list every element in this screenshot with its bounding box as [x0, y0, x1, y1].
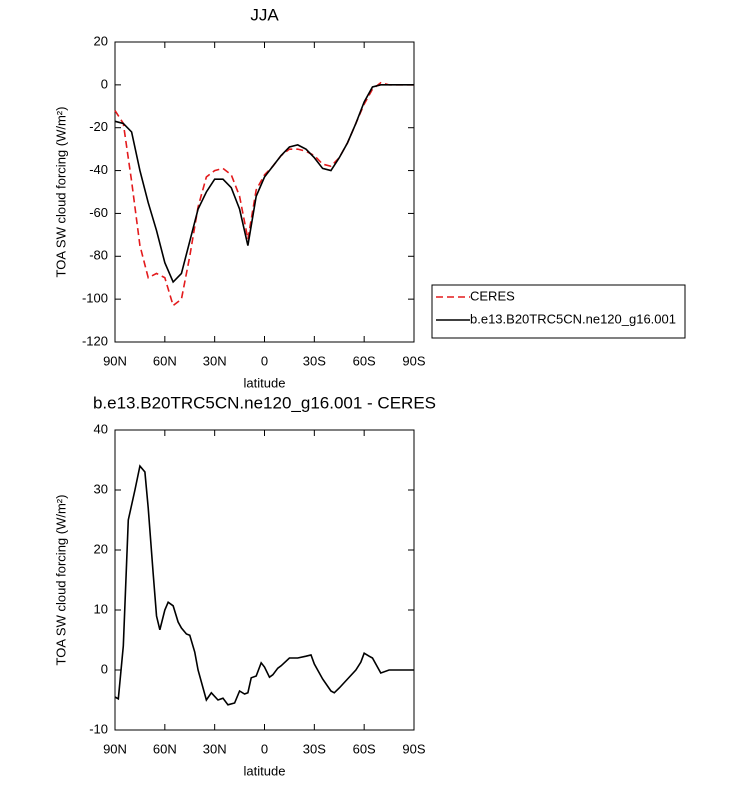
y-tick-label: -40	[89, 162, 108, 177]
y-tick-label: -20	[89, 119, 108, 134]
y-axis-label: TOA SW cloud forcing (W/m²)	[53, 107, 68, 278]
data-line	[114, 81, 414, 307]
y-tick-label: -120	[82, 333, 108, 348]
legend-label: CERES	[470, 288, 515, 303]
y-tick-label: -60	[89, 205, 108, 220]
chart-title: JJA	[250, 5, 279, 24]
y-tick-label: -100	[82, 291, 108, 306]
x-axis-label: latitude	[244, 763, 286, 778]
y-tick-label: 10	[94, 601, 108, 616]
x-tick-label: 90S	[402, 741, 425, 756]
x-tick-label: 60N	[153, 741, 177, 756]
y-tick-label: 40	[94, 421, 108, 436]
x-tick-label: 60S	[353, 741, 376, 756]
data-line	[114, 464, 414, 706]
x-tick-label: 90N	[103, 353, 127, 368]
x-tick-label: 0	[261, 353, 268, 368]
x-tick-label: 90S	[402, 353, 425, 368]
y-axis-label: TOA SW cloud forcing (W/m²)	[53, 495, 68, 666]
x-tick-label: 0	[261, 741, 268, 756]
y-tick-label: 30	[94, 481, 108, 496]
plot-frame	[114, 41, 415, 343]
legend-label: b.e13.B20TRC5CN.ne120_g16.001	[470, 311, 676, 326]
y-tick-label: 0	[101, 661, 108, 676]
x-tick-label: 90N	[103, 741, 127, 756]
x-tick-label: 30N	[203, 353, 227, 368]
legend-box	[431, 284, 686, 339]
x-tick-label: 60N	[153, 353, 177, 368]
chart-title: b.e13.B20TRC5CN.ne120_g16.001 - CERES	[93, 393, 436, 412]
y-tick-label: -80	[89, 248, 108, 263]
x-tick-label: 30S	[303, 741, 326, 756]
x-tick-label: 30S	[303, 353, 326, 368]
data-line	[114, 84, 414, 284]
x-axis-label: latitude	[244, 375, 286, 390]
y-tick-label: 20	[94, 33, 108, 48]
x-tick-label: 30N	[203, 741, 227, 756]
plot-frame	[114, 429, 415, 731]
y-tick-label: 20	[94, 541, 108, 556]
x-tick-label: 60S	[353, 353, 376, 368]
y-tick-label: -10	[89, 721, 108, 736]
y-tick-label: 0	[101, 76, 108, 91]
